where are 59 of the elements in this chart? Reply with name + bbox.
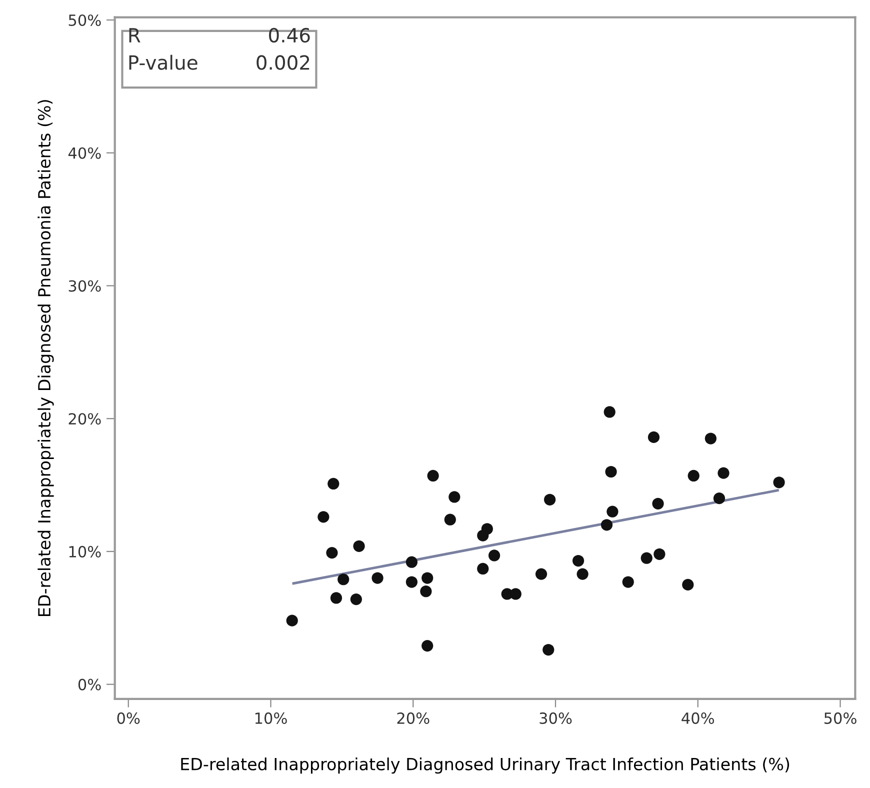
point xyxy=(535,568,548,580)
point xyxy=(406,576,418,588)
x-tick-label: 0% xyxy=(117,712,140,724)
point xyxy=(406,556,418,568)
point xyxy=(318,511,330,523)
point xyxy=(718,467,730,479)
x-tick-label: 40% xyxy=(682,712,714,724)
point xyxy=(576,568,588,580)
point xyxy=(448,491,460,503)
point xyxy=(605,466,617,478)
x-tick-label: 30% xyxy=(540,712,572,724)
point xyxy=(600,519,613,531)
point xyxy=(326,546,338,559)
point xyxy=(372,572,384,584)
point xyxy=(420,586,432,598)
point xyxy=(350,593,362,606)
point xyxy=(572,554,584,567)
y-tick-label: 20% xyxy=(68,413,101,425)
x-tick-label: 20% xyxy=(397,712,430,724)
point xyxy=(338,574,350,586)
point xyxy=(604,406,616,418)
y-tick-label: 10% xyxy=(69,546,101,558)
point xyxy=(353,540,365,552)
annotation: P-value xyxy=(129,54,198,70)
y-tick-label: 30% xyxy=(68,280,101,292)
point xyxy=(542,644,554,656)
annotation: R xyxy=(129,28,140,42)
point xyxy=(640,552,652,564)
point xyxy=(444,514,456,526)
point xyxy=(477,530,489,542)
y-tick-label: 50% xyxy=(68,14,101,26)
point xyxy=(652,498,664,510)
point xyxy=(704,432,717,444)
point xyxy=(328,478,340,490)
x-axis-title: ED-related Inappropriately Diagnosed Urinary Tract Infection Patients (%) xyxy=(181,757,790,774)
point xyxy=(773,476,785,488)
point xyxy=(682,578,694,590)
point xyxy=(286,614,298,626)
point xyxy=(477,562,489,575)
y-tick-label: 0% xyxy=(78,678,101,690)
point xyxy=(422,640,434,652)
y-tick-label: 40% xyxy=(68,147,101,159)
point xyxy=(654,548,666,560)
annotation: 0.46 xyxy=(269,28,310,43)
point xyxy=(648,431,660,444)
point xyxy=(330,592,342,604)
point xyxy=(510,588,522,600)
point xyxy=(713,492,726,504)
point xyxy=(488,550,500,562)
point xyxy=(422,572,434,584)
point xyxy=(688,470,700,482)
point xyxy=(606,506,618,518)
point xyxy=(427,470,439,482)
annotation: 0.002 xyxy=(256,55,310,70)
point xyxy=(622,576,634,588)
point xyxy=(544,494,556,506)
x-tick-label: 10% xyxy=(255,712,287,724)
x-tick-label: 50% xyxy=(824,712,856,724)
y-axis-title: ED-related Inappropriately Diagnosed Pneumonia Patients (%) xyxy=(38,100,54,616)
